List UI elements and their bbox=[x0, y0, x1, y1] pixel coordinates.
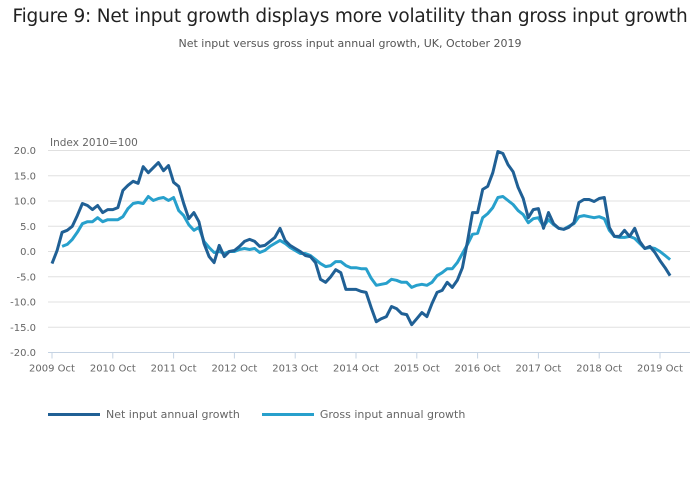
legend: Net input annual growth Gross input annu… bbox=[48, 408, 487, 421]
x-tick-label: 2012 Oct bbox=[211, 364, 257, 375]
y-tick-label: 15.0 bbox=[14, 171, 36, 182]
legend-swatch-net bbox=[48, 413, 100, 416]
legend-label-gross: Gross input annual growth bbox=[319, 408, 466, 421]
x-tick-label: 2016 Oct bbox=[455, 364, 501, 375]
chart-subtitle: Net input versus gross input annual grow… bbox=[178, 37, 522, 50]
x-tick-label: 2014 Oct bbox=[333, 364, 379, 375]
y-tick-label: 5.0 bbox=[20, 222, 36, 233]
legend-swatch-gross bbox=[261, 413, 314, 416]
y-tick-label: -5.0 bbox=[16, 272, 36, 283]
x-tick-label: 2015 Oct bbox=[394, 364, 440, 375]
y-tick-label: 10.0 bbox=[14, 197, 36, 208]
x-tick-label: 2013 Oct bbox=[272, 364, 318, 375]
x-axis: 2009 Oct 2010 Oct 2011 Oct 2012 Oct 2013 Oct… bbox=[29, 352, 690, 375]
chart-title: Figure 9: Net input growth displays more… bbox=[12, 6, 688, 27]
y-axis: 20.0 15.0 10.0 5.0 0.0 -5.0 -10.0 -15.0 -20.0 bbox=[10, 146, 36, 359]
y-tick-label: 0.0 bbox=[20, 247, 36, 258]
x-tick-label: 2009 Oct bbox=[29, 364, 75, 375]
legend-item-net[interactable]: Net input annual growth bbox=[48, 408, 240, 421]
y-tick-label: 20.0 bbox=[14, 146, 36, 157]
series-line-net bbox=[50, 150, 672, 327]
x-tick-label: 2011 Oct bbox=[151, 364, 197, 375]
y-tick-label: -15.0 bbox=[10, 323, 36, 334]
series-lines bbox=[50, 150, 672, 327]
x-tick-label: 2010 Oct bbox=[90, 364, 136, 375]
x-tick-label: 2018 Oct bbox=[576, 364, 622, 375]
line-chart: 20.0 15.0 10.0 5.0 0.0 -5.0 -10.0 -15.0 -20.0 In… bbox=[10, 137, 690, 375]
y-tick-label: -10.0 bbox=[10, 298, 36, 309]
x-tick-label: 2019 Oct bbox=[637, 364, 683, 375]
x-tick-label: 2017 Oct bbox=[515, 364, 561, 375]
series-line-gross bbox=[61, 195, 672, 289]
legend-label-net: Net input annual growth bbox=[106, 408, 240, 421]
y-tick-label: -20.0 bbox=[10, 348, 36, 359]
legend-item-gross[interactable]: Gross input annual growth bbox=[261, 408, 466, 421]
y-axis-label: Index 2010=100 bbox=[50, 137, 138, 149]
